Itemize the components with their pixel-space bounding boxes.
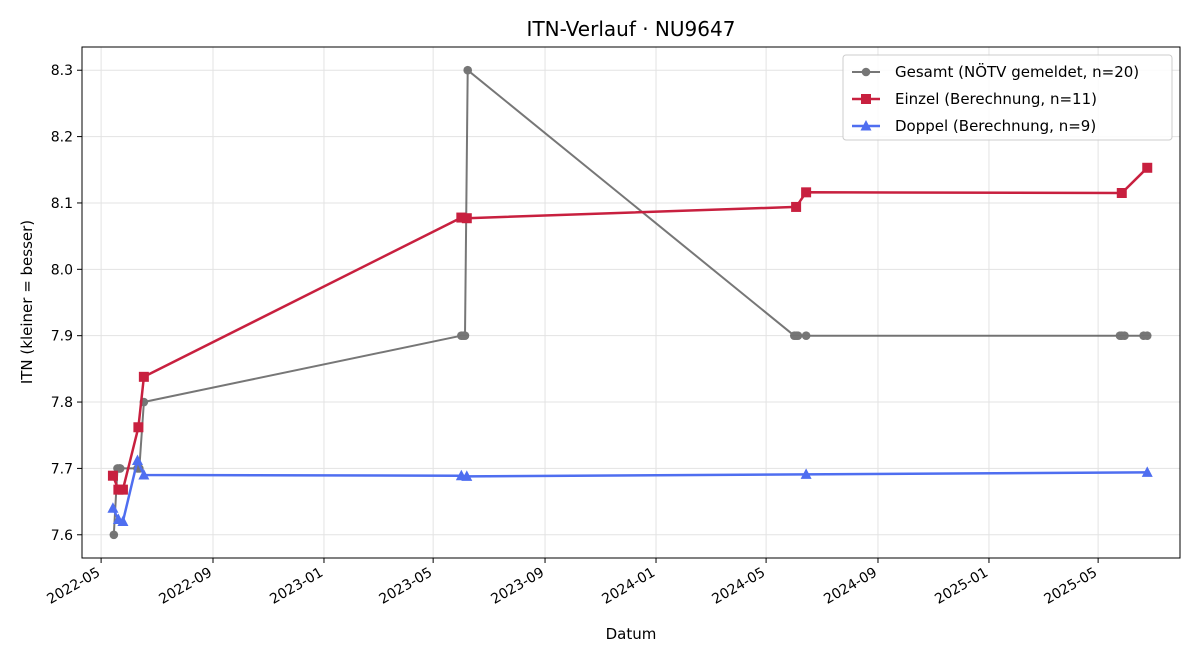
- y-tick-label: 8.3: [51, 63, 73, 79]
- x-tick-label: 2024-05: [709, 565, 768, 608]
- legend-entry: [852, 67, 880, 77]
- data-point: [793, 331, 803, 340]
- y-tick-label: 7.6: [51, 528, 73, 544]
- data-point: [1141, 466, 1153, 477]
- series-0: [109, 65, 1152, 540]
- legend: Gesamt (NÖTV gemeldet, n=20) Einzel (Bere…: [842, 54, 1173, 141]
- chart-title: ITN-Verlauf · NU9647: [527, 17, 736, 41]
- data-point: [117, 484, 128, 495]
- x-tick-label: 2023-05: [376, 565, 435, 608]
- plot-frame: [81, 46, 1181, 559]
- legend-marker: [860, 120, 872, 131]
- data-point: [791, 201, 802, 212]
- legend-marker: [861, 94, 871, 104]
- legend-label: Doppel (Berechnung, n=9): [895, 117, 1096, 135]
- data-point: [801, 331, 811, 340]
- data-point: [1116, 188, 1127, 198]
- data-point: [460, 331, 470, 340]
- x-tick-label: 2024-09: [821, 565, 880, 608]
- series-line: [111, 459, 1148, 523]
- legend-box: [842, 54, 1173, 141]
- x-tick-label: 2022-09: [156, 565, 215, 608]
- data-point: [117, 515, 129, 526]
- data-point: [138, 469, 150, 480]
- data-point: [107, 502, 119, 513]
- x-axis-label: Datum: [606, 625, 657, 643]
- legend-label: Einzel (Berechnung, n=11): [895, 90, 1097, 108]
- series-line: [111, 166, 1149, 491]
- x-tick-label: 2023-01: [267, 565, 326, 608]
- data-point: [133, 422, 144, 433]
- series-2: [107, 454, 1153, 526]
- data-point: [1142, 162, 1153, 173]
- legend-label: Gesamt (NÖTV gemeldet, n=20): [895, 62, 1139, 81]
- series-1: [107, 162, 1153, 495]
- x-tick-label: 2025-05: [1041, 565, 1100, 608]
- x-tick-label: 2025-01: [932, 565, 991, 608]
- y-tick-label: 7.7: [51, 461, 73, 477]
- y-tick-label: 8.0: [51, 262, 73, 278]
- data-point: [463, 65, 473, 75]
- x-tick-label: 2023-09: [488, 565, 547, 608]
- data-point: [800, 468, 812, 479]
- data-point: [115, 464, 125, 473]
- x-tick-label: 2024-01: [599, 565, 658, 608]
- y-axis-label: ITN (kleiner = besser): [18, 220, 36, 384]
- legend-entry: [852, 94, 880, 104]
- y-tick-label: 7.8: [51, 395, 73, 411]
- data-point: [138, 371, 149, 382]
- x-axis-ticks: 2022-05 2022-09 2023-01 2023-05 2023-09 2024-…: [44, 558, 1100, 608]
- data-point: [461, 470, 473, 481]
- y-axis-ticks: 7.6 7.7 7.8 7.9 8.0 8.1 8.2 8.3: [51, 63, 82, 544]
- y-tick-label: 8.1: [51, 196, 73, 212]
- data-point: [109, 530, 119, 540]
- y-tick-label: 8.2: [51, 130, 73, 146]
- data-point: [461, 213, 472, 224]
- data-point: [1142, 331, 1152, 340]
- data-point: [107, 470, 118, 481]
- plot-series: [107, 65, 1153, 540]
- data-point: [801, 187, 812, 198]
- y-tick-label: 7.9: [51, 329, 73, 345]
- data-point: [1120, 331, 1129, 340]
- x-tick-label: 2022-05: [44, 565, 103, 608]
- legend-marker: [861, 67, 871, 77]
- data-point: [131, 454, 143, 465]
- legend-entry: [852, 120, 880, 131]
- data-point: [456, 212, 467, 223]
